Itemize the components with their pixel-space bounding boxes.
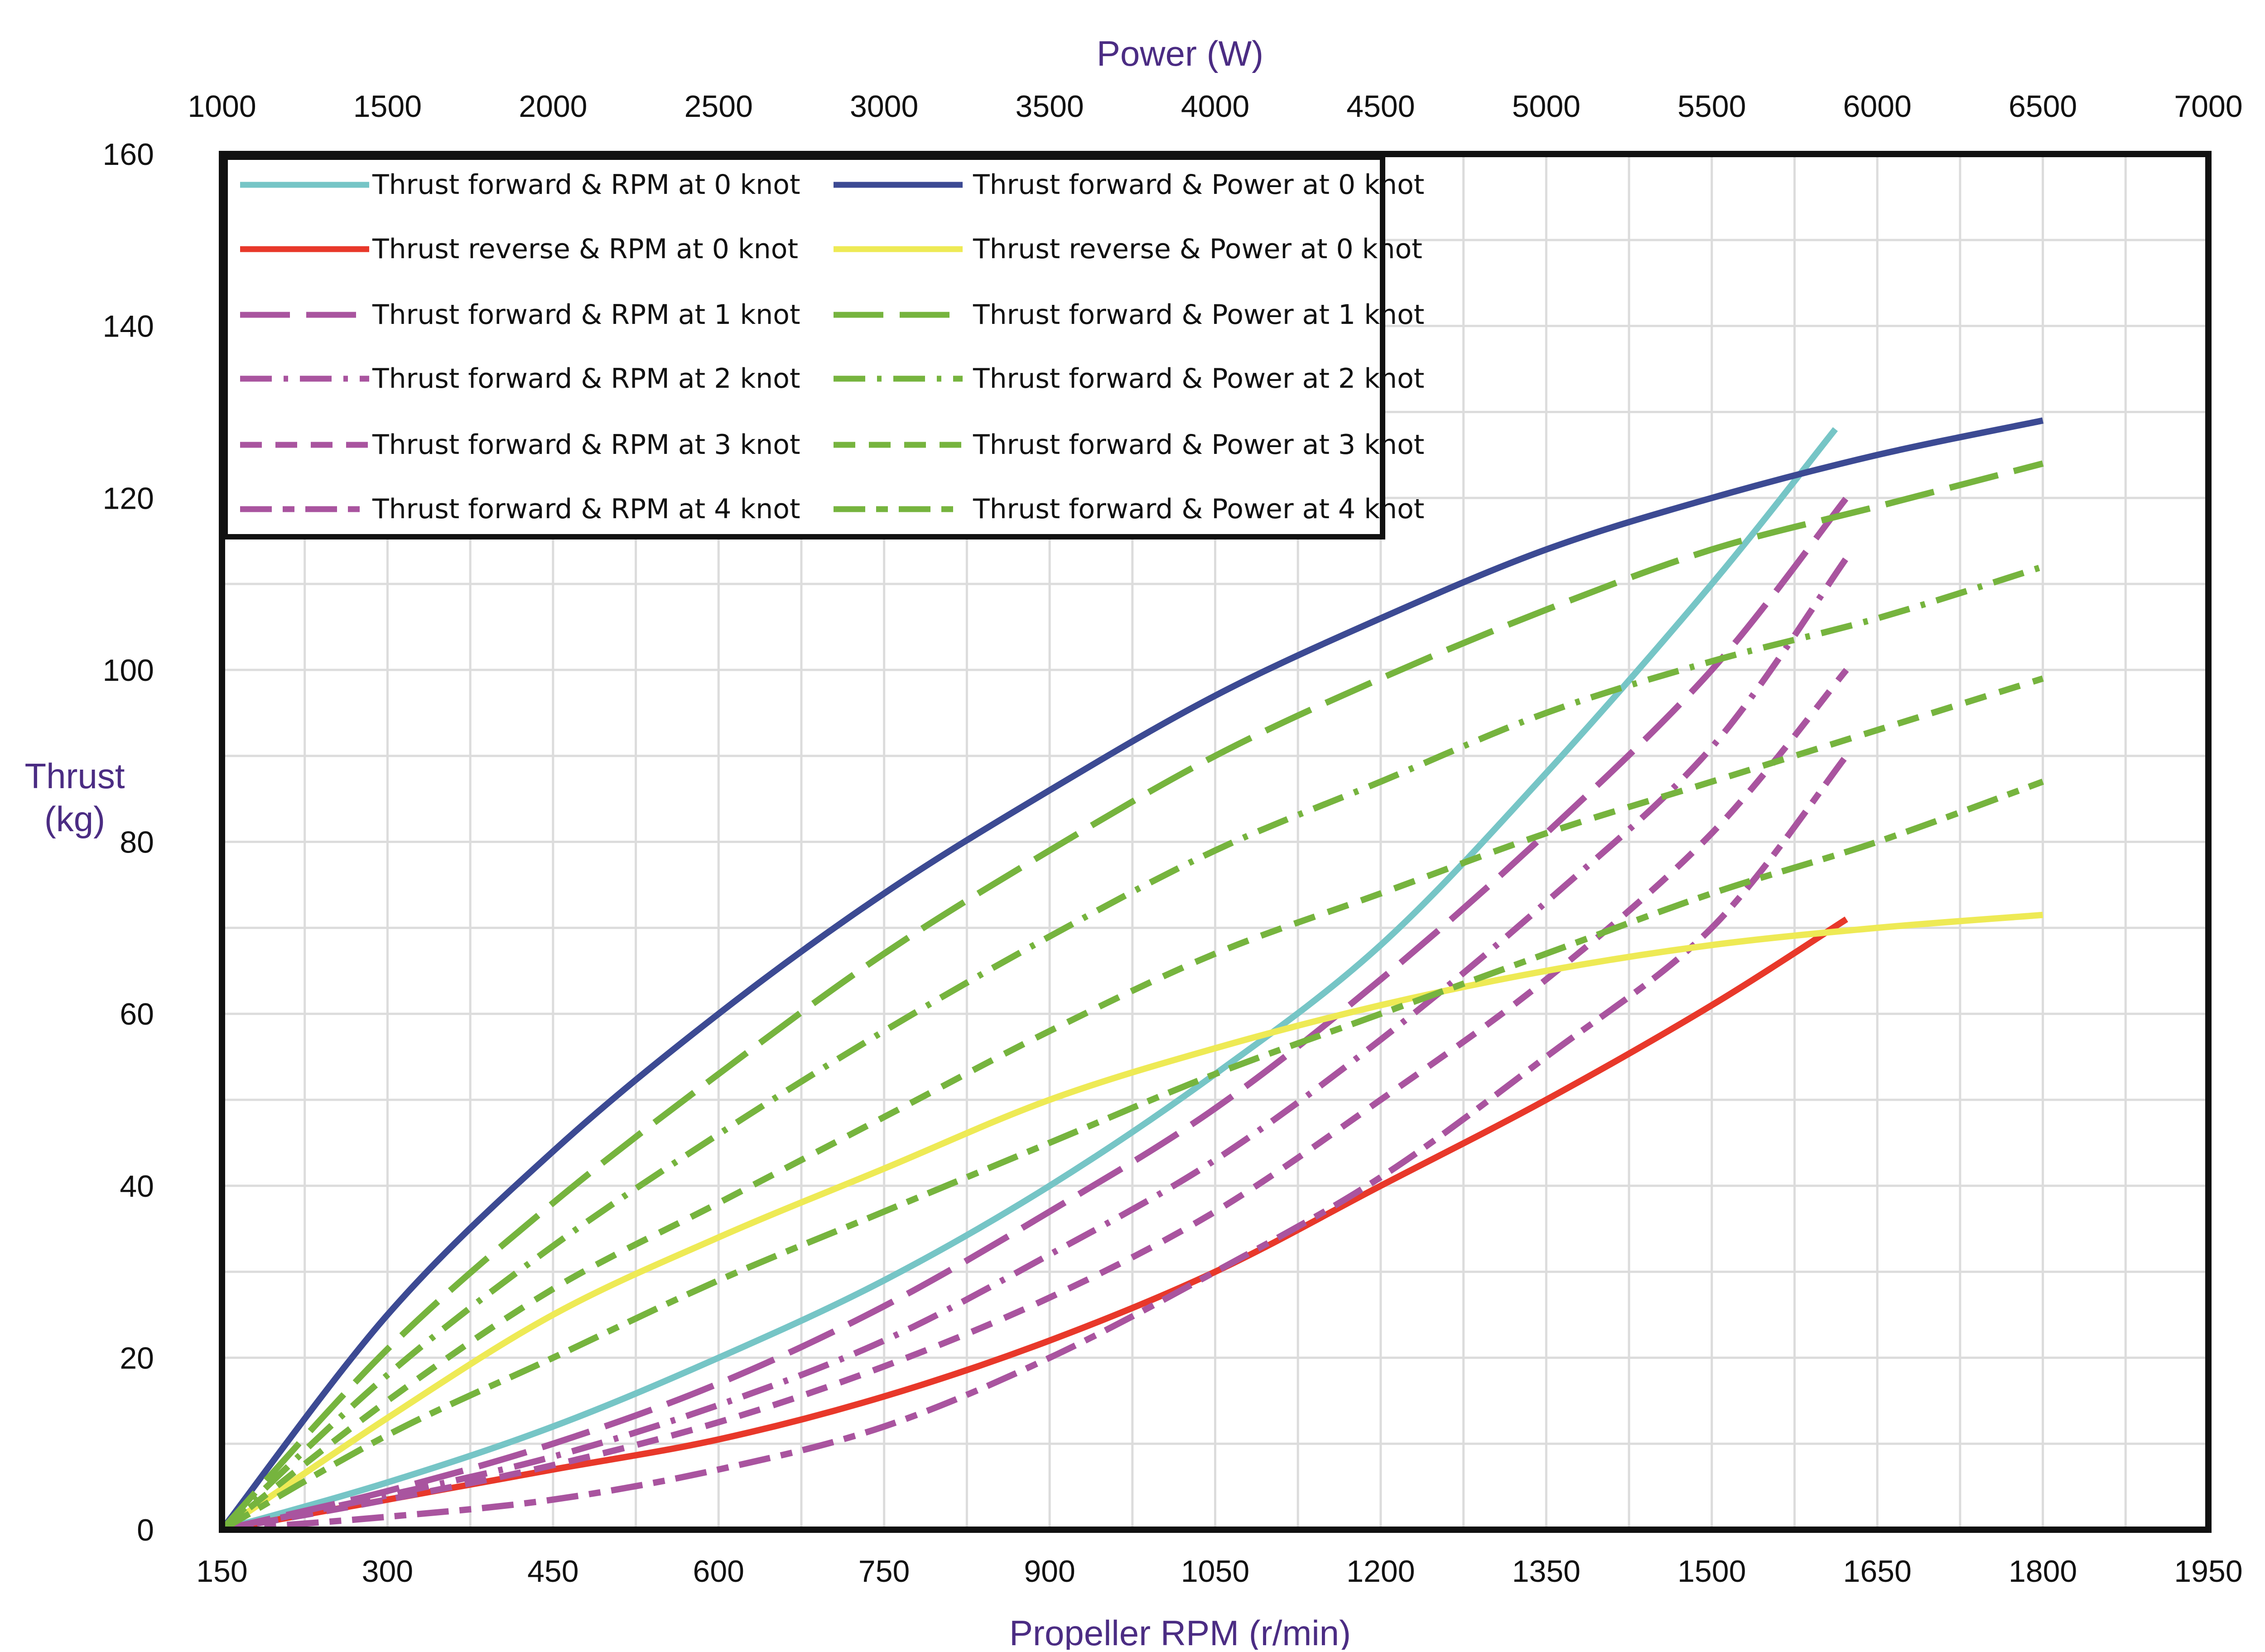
series-line-7: [219, 417, 2044, 1532]
x-tick-label: 900: [1024, 1554, 1075, 1589]
x2-tick-label: 6000: [1843, 89, 1912, 124]
x2-tick-label: 3000: [850, 89, 918, 124]
series-line-3: [221, 496, 1849, 1533]
series-line-9: [219, 460, 2044, 1532]
x-tick-label: 1500: [1677, 1554, 1746, 1589]
tick-labels: 150 300 450 600 750 900 1050 1200 1350 1500 1650 18…: [103, 89, 2243, 1589]
series-line-4: [221, 556, 1849, 1533]
series-line-8: [220, 911, 2043, 1532]
legend: Thrust forward & RPM at 0 knot Thrust rev…: [222, 154, 1424, 539]
y-tick-label: 20: [120, 1341, 154, 1375]
legend-label: Thrust forward & RPM at 0 knot: [372, 169, 800, 201]
legend-label: Thrust forward & Power at 3 knot: [973, 429, 1424, 461]
x-tick-label: 1350: [1512, 1554, 1581, 1589]
legend-label: Thrust forward & RPM at 2 knot: [372, 363, 800, 395]
legend-label: Thrust forward & RPM at 1 knot: [372, 299, 800, 331]
x2-tick-label: 3500: [1015, 89, 1084, 124]
x-tick-label: 1650: [1843, 1554, 1912, 1589]
series-line-12: [220, 779, 2044, 1533]
x-tick-label: 1050: [1181, 1554, 1249, 1589]
legend-label: Thrust forward & Power at 4 knot: [973, 493, 1424, 525]
legend-label: Thrust forward & RPM at 3 knot: [372, 429, 800, 461]
x2-tick-label: 4000: [1181, 89, 1249, 124]
y-tick-label: 40: [120, 1169, 154, 1204]
legend-label: Thrust forward & Power at 2 knot: [973, 363, 1424, 395]
x2-tick-label: 6500: [2009, 89, 2077, 124]
legend-label: Thrust reverse & RPM at 0 knot: [372, 233, 798, 265]
y-axis-title-line2: (kg): [44, 799, 105, 839]
series-line-11: [220, 675, 2044, 1532]
y-tick-label: 120: [103, 481, 154, 515]
y-axis-title-line1: Thrust: [24, 756, 125, 796]
series-line-6: [222, 754, 1849, 1533]
series-line-10: [220, 564, 2044, 1532]
plot-frame: [219, 151, 2212, 1533]
y-tick-label: 60: [120, 997, 154, 1031]
x2-tick-label: 5000: [1512, 89, 1581, 124]
x-tick-label: 1800: [2009, 1554, 2077, 1589]
x2-tick-label: 1000: [188, 89, 256, 124]
x-tick-label: 150: [196, 1554, 247, 1589]
x-tick-label: 1200: [1346, 1554, 1415, 1589]
x2-axis-title: Power (W): [1097, 34, 1263, 73]
legend-label: Thrust forward & Power at 1 knot: [973, 299, 1424, 331]
x2-tick-label: 1500: [353, 89, 422, 124]
y-tick-label: 100: [103, 653, 154, 688]
series-line-5: [221, 668, 1849, 1533]
series-lines: [219, 417, 2044, 1533]
x2-tick-label: 5500: [1677, 89, 1746, 124]
x2-tick-label: 2500: [684, 89, 753, 124]
y-tick-label: 160: [103, 137, 154, 172]
y-tick-label: 140: [103, 309, 154, 344]
y-tick-label: 80: [120, 825, 154, 860]
legend-label: Thrust forward & Power at 0 knot: [973, 169, 1424, 201]
y-tick-label: 0: [137, 1513, 154, 1547]
x2-tick-label: 4500: [1346, 89, 1415, 124]
series-line-1: [221, 427, 1838, 1533]
x2-tick-label: 7000: [2174, 89, 2242, 124]
legend-box: [222, 154, 1385, 539]
x-tick-label: 750: [858, 1554, 910, 1589]
x2-tick-label: 2000: [519, 89, 587, 124]
x-axis-title: Propeller RPM (r/min): [1009, 1613, 1351, 1650]
x-tick-label: 300: [362, 1554, 413, 1589]
x-tick-label: 1950: [2174, 1554, 2242, 1589]
x-tick-label: 600: [693, 1554, 744, 1589]
legend-label: Thrust forward & RPM at 4 knot: [372, 493, 800, 525]
legend-label: Thrust reverse & Power at 0 knot: [973, 233, 1422, 265]
x-tick-label: 450: [527, 1554, 578, 1589]
